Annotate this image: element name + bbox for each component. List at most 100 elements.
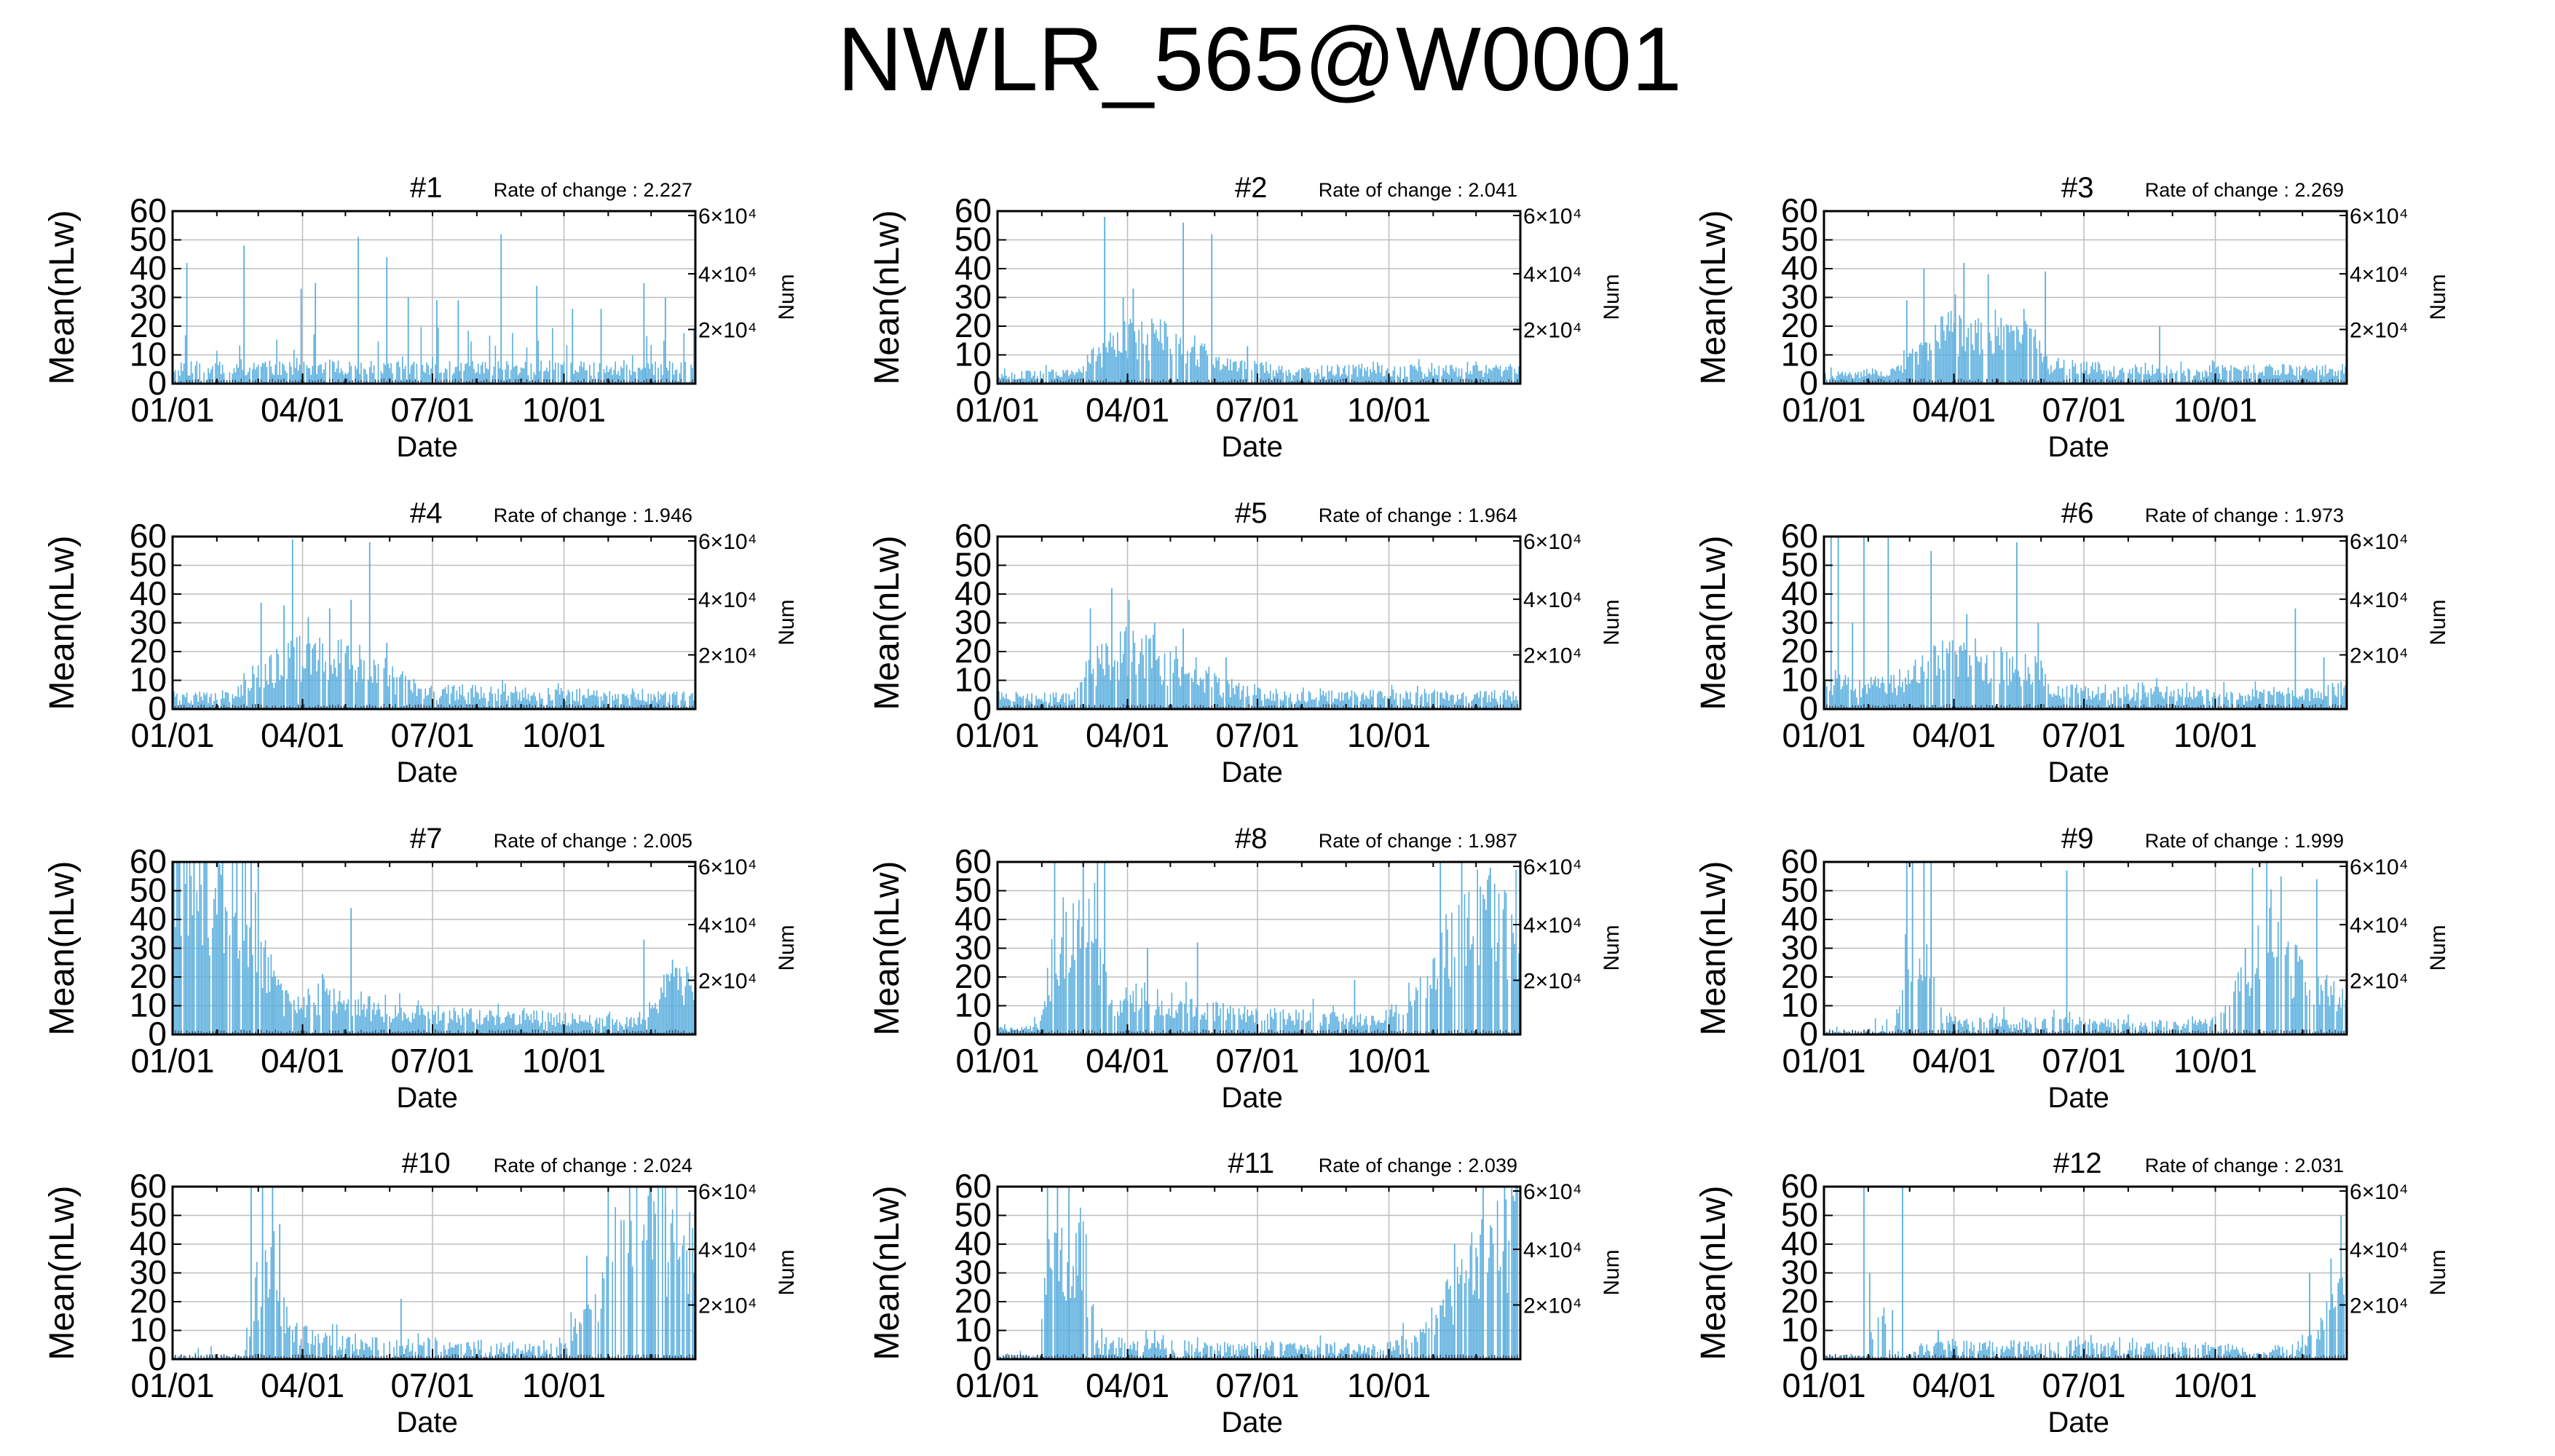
rate-of-change-label: Rate of change : 2.005 (494, 830, 692, 852)
y-tick-label: 60 (955, 517, 992, 555)
x-tick-label: 01/01 (1782, 391, 1865, 429)
panel-title: #7 (410, 823, 443, 855)
x-tick-label: 07/01 (390, 1042, 474, 1080)
y2-axis-label: Num (775, 274, 799, 320)
y-tick-label: 40 (130, 900, 167, 938)
y-tick-label: 0 (148, 364, 167, 402)
y2-tick-label: 4×10⁴ (2350, 263, 2408, 287)
panel-title: #6 (2061, 497, 2094, 529)
x-axis-label: Date (1221, 431, 1283, 463)
y2-axis-label: Num (2426, 599, 2450, 645)
series-mean (997, 862, 1520, 1034)
y-tick-label: 60 (1781, 517, 1818, 555)
series-mean (1825, 862, 2346, 1034)
x-tick-label: 01/01 (130, 716, 214, 754)
y2-tick-label: 2×10⁴ (698, 970, 757, 994)
x-axis-label: Date (1221, 756, 1283, 788)
x-tick-label: 04/01 (1086, 391, 1169, 429)
y2-tick-label: 4×10⁴ (1523, 914, 1581, 938)
y-tick-label: 10 (130, 986, 167, 1024)
panel-title: #5 (1235, 497, 1268, 529)
x-tick-label: 01/01 (130, 1042, 214, 1080)
y-axis-label: Mean(nLw) (868, 535, 907, 710)
y-tick-label: 50 (955, 546, 992, 584)
y2-tick-label: 2×10⁴ (698, 644, 757, 668)
y-tick-label: 60 (130, 517, 167, 555)
x-tick-label: 10/01 (1347, 716, 1431, 754)
y-tick-label: 60 (1781, 191, 1818, 229)
panel-title: #1 (410, 172, 443, 204)
chart-title: NWLR_565@W0001 (837, 9, 1682, 110)
y2-tick-label: 2×10⁴ (698, 319, 757, 343)
rate-of-change-label: Rate of change : 2.041 (1319, 179, 1517, 201)
y-tick-label: 50 (955, 221, 992, 258)
y2-axis-label: Num (1600, 599, 1624, 645)
x-tick-label: 01/01 (130, 391, 214, 429)
y-tick-label: 10 (955, 336, 992, 373)
x-tick-label: 04/01 (1086, 716, 1169, 754)
y-axis-label: Mean(nLw) (1694, 535, 1733, 710)
rate-of-change-label: Rate of change : 1.964 (1319, 505, 1517, 526)
x-tick-label: 07/01 (390, 391, 474, 429)
x-tick-label: 04/01 (1912, 716, 1996, 754)
x-axis-label: Date (396, 756, 458, 788)
x-tick-label: 04/01 (261, 716, 344, 754)
x-tick-label: 07/01 (390, 716, 474, 754)
y-tick-label: 10 (1781, 336, 1818, 373)
y2-tick-label: 4×10⁴ (2350, 588, 2408, 612)
y-tick-label: 20 (955, 632, 992, 670)
rate-of-change-label: Rate of change : 1.946 (494, 505, 692, 526)
y-tick-label: 50 (130, 546, 167, 584)
y2-axis-label: Num (775, 599, 799, 645)
y-tick-label: 60 (955, 842, 992, 880)
y-tick-label: 50 (1781, 546, 1818, 584)
x-tick-label: 07/01 (1215, 716, 1299, 754)
y-tick-label: 30 (955, 278, 992, 316)
x-tick-label: 10/01 (522, 1042, 606, 1080)
panel-title: #3 (2061, 172, 2094, 204)
y-tick-label: 0 (148, 1015, 167, 1053)
y-tick-label: 40 (1781, 574, 1818, 612)
y-tick-label: 20 (1781, 632, 1818, 670)
y2-tick-label: 6×10⁴ (698, 205, 757, 229)
y-tick-label: 20 (130, 632, 167, 670)
panel-title: #8 (1235, 823, 1268, 855)
y2-tick-label: 4×10⁴ (698, 914, 757, 938)
series-mean (997, 216, 1520, 384)
rate-of-change-label: Rate of change : 2.269 (2145, 179, 2344, 201)
y-tick-label: 30 (1781, 604, 1818, 641)
y2-tick-label: 4×10⁴ (1523, 588, 1581, 612)
x-tick-label: 07/01 (1215, 391, 1299, 429)
y-tick-label: 40 (130, 249, 167, 287)
y-tick-label: 40 (955, 249, 992, 287)
series-mean (172, 234, 695, 384)
y2-axis-label: Num (1600, 274, 1624, 320)
y2-tick-label: 4×10⁴ (1523, 263, 1581, 287)
y2-axis-label: Num (1600, 925, 1624, 970)
y-tick-label: 50 (955, 871, 992, 909)
y-tick-label: 0 (973, 689, 992, 727)
y-tick-label: 0 (973, 364, 992, 402)
rate-of-change-label: Rate of change : 1.973 (2145, 505, 2344, 526)
x-tick-label: 01/01 (955, 1042, 1039, 1080)
y2-tick-label: 6×10⁴ (698, 530, 757, 554)
y2-tick-label: 6×10⁴ (698, 855, 757, 879)
series-mean (172, 539, 695, 709)
x-tick-label: 10/01 (1347, 1042, 1431, 1080)
y-tick-label: 40 (955, 574, 992, 612)
y-tick-label: 20 (955, 957, 992, 995)
y-tick-label: 30 (955, 929, 992, 967)
y-tick-label: 50 (130, 871, 167, 909)
x-tick-label: 07/01 (1215, 1042, 1299, 1080)
x-tick-label: 07/01 (2042, 391, 2125, 429)
x-tick-label: 04/01 (261, 1042, 344, 1080)
x-tick-label: 07/01 (2042, 716, 2125, 754)
x-tick-label: 01/01 (955, 716, 1039, 754)
